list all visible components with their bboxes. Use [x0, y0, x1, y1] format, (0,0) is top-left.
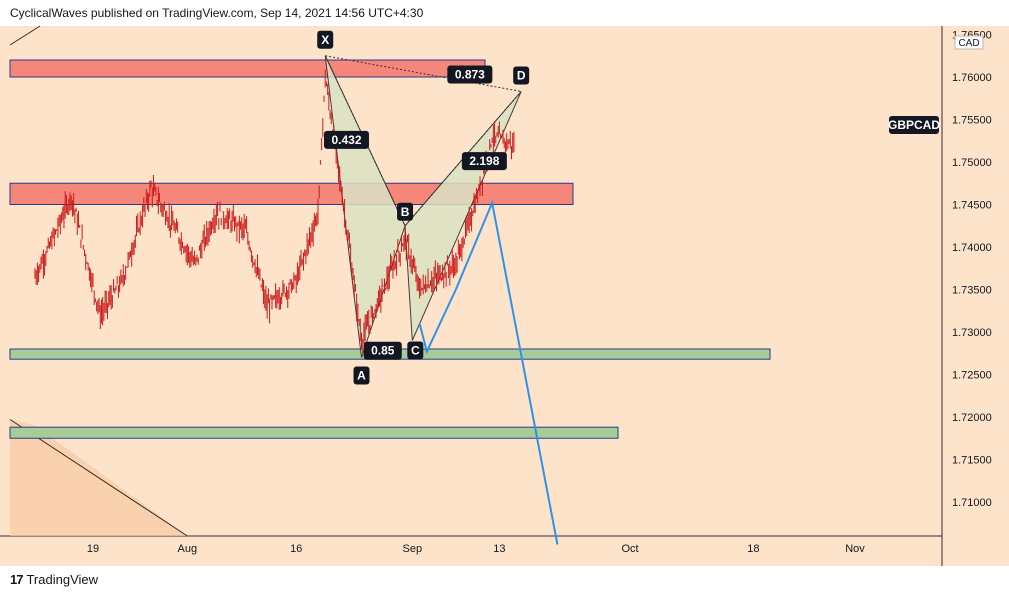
point-a-label: A — [357, 369, 366, 383]
tradingview-logo-icon: 17 — [10, 572, 24, 587]
x-tick-label: Oct — [621, 543, 638, 555]
x-tick-label: 16 — [290, 543, 302, 555]
point-c-label: C — [411, 344, 420, 358]
point-b-label-bg — [397, 202, 414, 221]
x-tick-label: 19 — [87, 543, 99, 555]
ratio-label-bg — [323, 130, 369, 149]
red-zone — [9, 182, 574, 205]
symbol-price-label-bg — [889, 116, 939, 134]
point-x-label: X — [321, 33, 329, 47]
point-a-label-bg — [353, 366, 370, 385]
y-tick-label: 1.71000 — [952, 497, 992, 509]
trendline — [9, 419, 188, 537]
point-b-label: B — [401, 205, 410, 219]
ratio-label-bg — [447, 65, 493, 84]
currency-label: CAD — [958, 38, 979, 49]
publish-header: CyclicalWaves published on TradingView.c… — [10, 6, 424, 20]
point-c-label-bg — [407, 341, 424, 360]
currency-badge-bg — [954, 35, 984, 50]
y-tick-label: 1.71500 — [952, 455, 992, 467]
x-tick-label: Nov — [845, 543, 865, 555]
ratio-label-bg — [363, 341, 402, 360]
y-tick-label: 1.75000 — [952, 157, 992, 169]
ratio-label: 0.432 — [331, 133, 361, 147]
plot-background — [0, 26, 1009, 566]
ratio-label-bg — [461, 152, 507, 171]
green-zone — [9, 426, 619, 439]
ratio-label: 2.198 — [469, 154, 499, 168]
tradingview-footer[interactable]: 17 TradingView — [10, 572, 98, 587]
point-x-label-bg — [317, 30, 334, 49]
point-d-label-bg — [513, 66, 530, 85]
y-tick-label: 1.76000 — [952, 72, 992, 84]
symbol-price-label: GBPCAD — [888, 118, 940, 132]
xd-dotted-line — [325, 55, 522, 92]
y-tick-label: 1.73500 — [952, 285, 992, 297]
y-tick-label: 1.73000 — [952, 327, 992, 339]
tradingview-brand: TradingView — [26, 572, 99, 587]
x-tick-label: Sep — [403, 543, 423, 555]
ratio-label: 0.85 — [371, 344, 395, 358]
x-tick-label: 18 — [747, 543, 759, 555]
y-tick-label: 1.74000 — [952, 242, 992, 254]
y-tick-label: 1.72000 — [952, 412, 992, 424]
x-tick-label: 13 — [493, 543, 505, 555]
projection-path — [418, 199, 559, 545]
point-d-label: D — [517, 68, 526, 82]
red-zone — [9, 59, 486, 78]
y-tick-label: 1.72500 — [952, 370, 992, 382]
y-tick-label: 1.75500 — [952, 115, 992, 127]
trendline-upper — [9, 25, 41, 46]
y-tick-label: 1.74500 — [952, 200, 992, 212]
ratio-label: 0.873 — [455, 67, 485, 81]
x-tick-label: Aug — [178, 543, 198, 555]
